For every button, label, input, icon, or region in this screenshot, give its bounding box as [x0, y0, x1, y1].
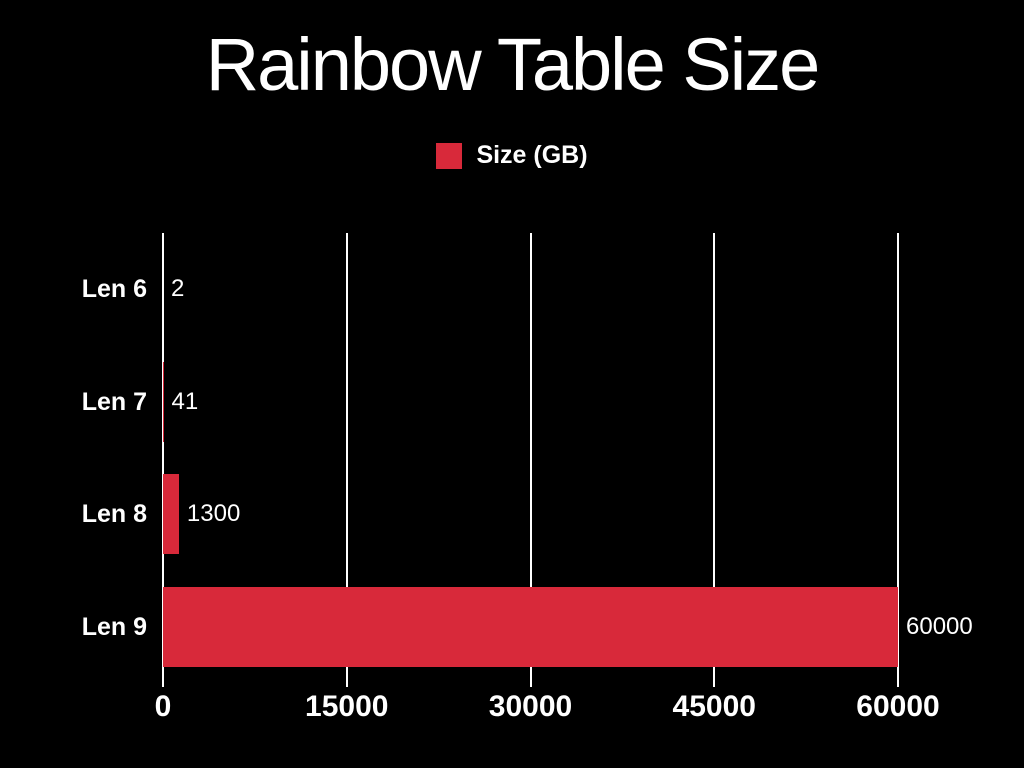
legend-label: Size (GB) — [476, 141, 588, 169]
category-label: Len 7 — [81, 387, 147, 416]
bar — [163, 474, 179, 555]
legend-swatch-icon — [436, 142, 463, 169]
gridline — [529, 233, 532, 687]
x-tick-label: 0 — [154, 690, 172, 723]
legend: Size (GB) — [0, 141, 1024, 170]
gridline — [162, 233, 164, 687]
bar-value-label: 2 — [171, 275, 185, 303]
bar-value-label: 41 — [171, 387, 199, 415]
bar-row: 60000 — [163, 571, 973, 684]
category-label: Len 6 — [81, 275, 147, 303]
bar — [163, 586, 898, 667]
gridline — [713, 233, 716, 687]
bar-row: 2 — [163, 233, 898, 346]
x-tick-label: 45000 — [672, 690, 756, 723]
category-labels: Len 6 Len 7 Len 8 Len 9 — [0, 233, 147, 683]
plot-area: 2 41 1300 60000 — [162, 233, 973, 687]
chart-title: Rainbow Table Size — [205, 23, 821, 106]
category-label: Len 8 — [81, 500, 147, 528]
x-axis-labels: 0 15000 30000 45000 60000 — [155, 690, 940, 726]
bar-row: 1300 — [163, 458, 898, 571]
x-tick-label: 15000 — [305, 690, 389, 723]
gridline — [897, 233, 899, 687]
x-tick-label: 60000 — [856, 690, 940, 723]
gridline — [345, 233, 348, 687]
bar — [163, 361, 164, 442]
bar-row: 41 — [163, 346, 898, 459]
x-tick-label: 30000 — [488, 690, 573, 723]
bar-value-label: 1300 — [186, 500, 241, 528]
category-label: Len 9 — [81, 612, 147, 641]
bar-value-label: 60000 — [906, 612, 973, 640]
